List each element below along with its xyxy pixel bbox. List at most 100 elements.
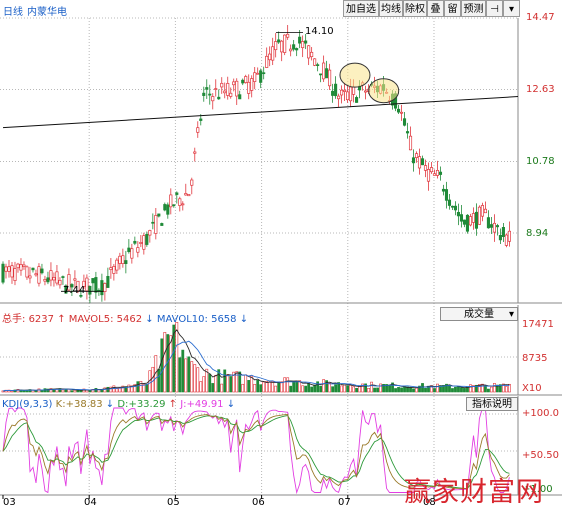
- candle: [429, 167, 434, 173]
- chevron-down-icon[interactable]: ▾: [503, 0, 520, 17]
- candle: [262, 72, 266, 75]
- keep-button[interactable]: 留: [444, 0, 461, 17]
- candle: [340, 89, 344, 96]
- candle: [435, 170, 440, 176]
- volume-bar: [340, 385, 344, 393]
- add-watchlist-button[interactable]: 加自选: [343, 0, 379, 17]
- candle: [70, 284, 74, 288]
- volume-bar: [343, 384, 347, 393]
- volume-bar: [190, 361, 194, 393]
- volume-bar: [484, 385, 487, 393]
- volume-bar: [304, 385, 308, 393]
- k-label: K:: [55, 399, 66, 410]
- volume-bar: [433, 388, 436, 393]
- highlight-circle: [368, 78, 400, 104]
- overlay-button[interactable]: 叠: [427, 0, 444, 17]
- volume-bar: [403, 386, 406, 393]
- volume-bar: [244, 374, 248, 393]
- candle: [112, 266, 116, 274]
- candle: [489, 224, 493, 228]
- candle: [402, 118, 407, 126]
- volume-bar: [472, 385, 475, 393]
- candle: [121, 255, 125, 264]
- x-tick-07: 07: [338, 497, 351, 508]
- candle: [477, 206, 481, 225]
- candle: [157, 213, 161, 217]
- watermark-logo: 赢家财富网: [404, 477, 544, 508]
- candle: [292, 44, 296, 50]
- candle: [217, 96, 221, 100]
- volume-bar: [436, 383, 439, 393]
- candle: [1, 263, 5, 283]
- volume-bar: [217, 369, 221, 393]
- volume-bar: [364, 383, 367, 393]
- kdj-d-line: [2, 415, 510, 489]
- price-tick-1: 14.47: [526, 12, 555, 23]
- candle: [307, 45, 311, 59]
- volume-bar: [454, 386, 457, 393]
- volume-bar: [220, 383, 224, 393]
- candle: [175, 192, 179, 195]
- volume-selector[interactable]: 成交量 ▾: [440, 307, 518, 321]
- moving-average-button[interactable]: 均线: [379, 0, 403, 17]
- volume-bar: [178, 357, 182, 393]
- candle: [456, 211, 461, 217]
- volume-bar: [358, 386, 361, 393]
- ex-rights-button[interactable]: 除权: [403, 0, 427, 17]
- k-value: +38.83: [65, 399, 103, 410]
- volume-bar: [463, 388, 466, 393]
- candle: [325, 68, 329, 79]
- candle: [364, 90, 368, 93]
- volume-bar: [361, 383, 364, 393]
- candle: [28, 275, 32, 279]
- volume-bar: [424, 387, 427, 393]
- volume-bar: [334, 384, 338, 393]
- volume-bar: [379, 383, 382, 393]
- candle: [483, 208, 487, 214]
- candle: [52, 277, 56, 281]
- candle: [265, 55, 269, 68]
- candle: [208, 93, 212, 96]
- volume-bar: [34, 390, 38, 393]
- candle: [76, 280, 80, 292]
- volume-bar: [70, 390, 74, 393]
- candle: [139, 242, 143, 244]
- volume-bar: [187, 356, 191, 393]
- candle: [118, 255, 122, 264]
- candle: [447, 199, 452, 206]
- volume-bar: [274, 385, 278, 393]
- candle: [295, 48, 299, 51]
- candle: [274, 41, 278, 51]
- volume-bar: [136, 381, 140, 393]
- exit-icon[interactable]: ⊣: [486, 0, 503, 17]
- candle: [268, 53, 272, 61]
- candle: [22, 264, 26, 267]
- candle: [106, 276, 110, 288]
- indicator-help-button[interactable]: 指标说明: [466, 397, 518, 411]
- volume-bar: [487, 388, 490, 393]
- candle: [319, 73, 323, 76]
- candle: [61, 276, 65, 278]
- volume-bar: [247, 380, 251, 393]
- forecast-button[interactable]: 预测: [461, 0, 486, 17]
- candle: [10, 265, 14, 278]
- volume-bar: [280, 381, 284, 393]
- candle: [420, 158, 425, 166]
- candle: [450, 205, 455, 208]
- candle: [148, 230, 152, 236]
- volume-bar: [391, 382, 394, 393]
- mavol10-line: [2, 340, 510, 392]
- volume-bar: [295, 380, 299, 393]
- volume-bar: [388, 384, 391, 393]
- candle: [205, 87, 209, 90]
- candle: [193, 151, 197, 154]
- volume-bar: [325, 380, 329, 393]
- candle: [495, 225, 499, 228]
- candle: [43, 279, 47, 282]
- candle: [423, 165, 428, 171]
- volume-bar: [328, 383, 332, 393]
- candle: [199, 118, 203, 121]
- volume-bar: [223, 369, 227, 393]
- candle: [426, 169, 431, 182]
- candle: [298, 36, 302, 44]
